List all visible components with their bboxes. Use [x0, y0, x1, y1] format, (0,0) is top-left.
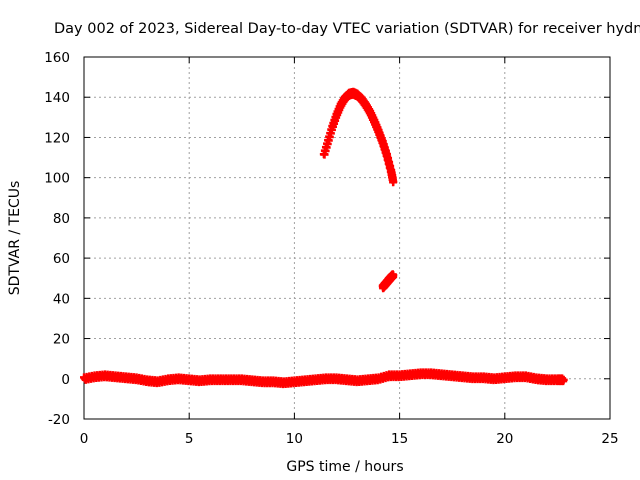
chart-title: Day 002 of 2023, Sidereal Day-to-day VTE…: [54, 21, 640, 37]
y-tick-label: 60: [53, 251, 70, 267]
y-tick-label: 100: [44, 171, 70, 187]
x-tick-label: 0: [80, 431, 89, 447]
series-arc: [319, 87, 398, 187]
y-tick-label: 120: [44, 130, 70, 146]
x-tick-label: 25: [601, 431, 618, 447]
x-axis-label: GPS time / hours: [286, 459, 403, 475]
data-point: [559, 375, 568, 384]
plot-border: [83, 56, 611, 420]
data-point: [389, 177, 398, 186]
x-tick-label: 20: [496, 431, 513, 447]
series-short-segment: [378, 270, 398, 293]
y-tick-label: 0: [61, 372, 70, 388]
y-tick-label: 140: [44, 90, 70, 106]
series-baseline: [80, 368, 568, 389]
y-tick-label: 40: [53, 291, 70, 307]
plot-frame: [83, 56, 611, 420]
y-tick-label: -20: [48, 412, 70, 428]
y-tick-label: 80: [53, 211, 70, 227]
x-axis: 0 5 10 15 20 25: [80, 57, 619, 447]
data-points: [80, 87, 568, 389]
x-tick-label: 5: [185, 431, 194, 447]
x-tick-label: 15: [391, 431, 408, 447]
y-tick-label: 160: [44, 50, 70, 66]
grid: [84, 57, 610, 419]
x-tick-label: 10: [286, 431, 303, 447]
y-tick-label: 20: [53, 332, 70, 348]
data-point: [389, 271, 398, 280]
y-axis-label: SDTVAR / TECUs: [7, 181, 23, 296]
y-axis: -20 0 20 40 60 80 100 120 140 160: [44, 50, 610, 428]
